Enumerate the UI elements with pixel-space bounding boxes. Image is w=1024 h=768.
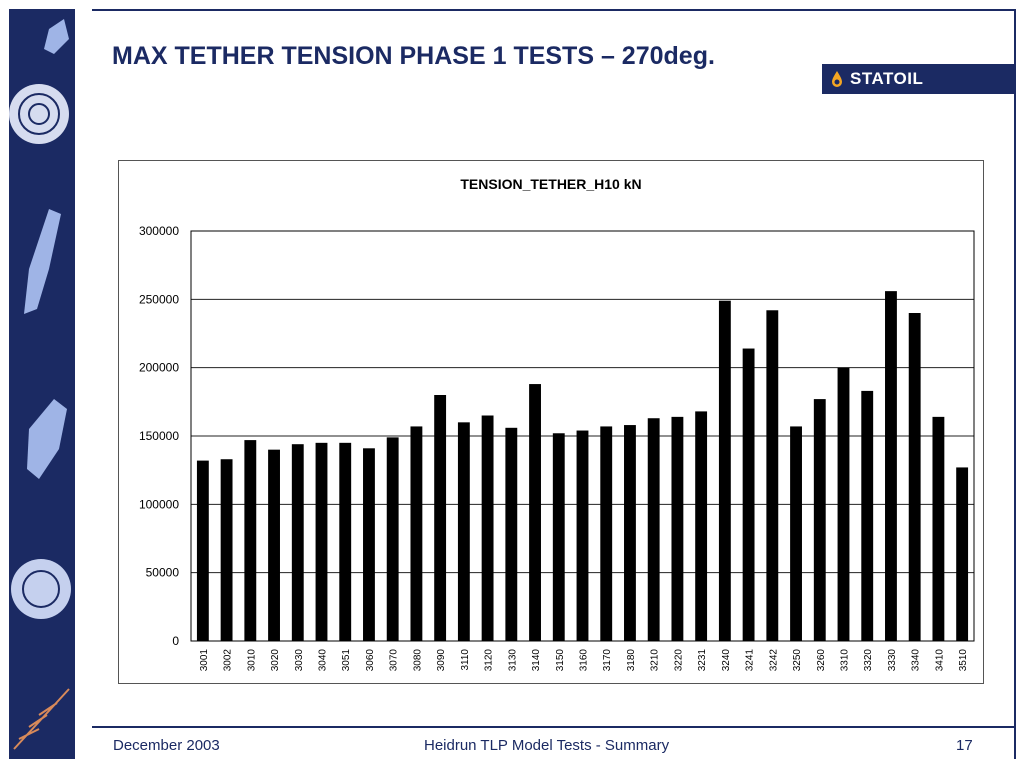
page-number: 17 <box>956 737 973 754</box>
x-tick-label: 3150 <box>555 649 566 672</box>
y-tick-label: 0 <box>172 634 179 648</box>
bar-3160 <box>576 430 589 641</box>
bar-3180 <box>624 425 636 641</box>
x-tick-label: 3130 <box>507 649 518 672</box>
chart-panel: TENSION_TETHER_H10 kN 0 50000 100000 150000… <box>118 160 984 684</box>
x-tick-label: 3080 <box>412 649 423 672</box>
x-tick-label: 3020 <box>270 649 281 672</box>
bar-3120 <box>481 415 494 641</box>
x-tick-label: 3051 <box>341 649 352 672</box>
statoil-logo: STATOIL <box>822 64 1014 94</box>
bar-3001 <box>196 460 209 641</box>
x-tick-label: 3240 <box>721 649 732 672</box>
bar-3002 <box>220 459 233 641</box>
page-title: MAX TETHER TENSION PHASE 1 TESTS – 270de… <box>112 42 715 70</box>
x-tick-label: 3140 <box>531 649 542 672</box>
bar-3210 <box>647 418 660 641</box>
bar-3330 <box>885 291 897 641</box>
x-tick-label: 3002 <box>223 649 234 672</box>
x-tick-label: 3110 <box>460 649 471 671</box>
logo-text: STATOIL <box>850 69 924 88</box>
x-tick-label: 3260 <box>816 649 827 672</box>
bar-3070 <box>386 437 399 641</box>
x-tick-label: 3120 <box>484 649 495 672</box>
x-tick-label: 3180 <box>626 649 637 672</box>
bar-3051 <box>339 442 352 641</box>
bar-3410 <box>932 416 945 641</box>
coastline-icon <box>24 209 61 314</box>
x-tick-label: 3220 <box>673 649 684 672</box>
x-tick-label: 3160 <box>579 649 590 672</box>
footer-title: Heidrun TLP Model Tests - Summary <box>424 737 670 754</box>
bar-3040 <box>315 442 328 641</box>
y-tick-label: 250000 <box>139 292 179 306</box>
x-tick-label: 3170 <box>602 649 613 672</box>
y-tick-label: 300000 <box>139 224 179 238</box>
x-tick-label: 3510 <box>958 649 969 672</box>
footer-date: December 2003 <box>113 737 220 754</box>
bar-3242 <box>766 310 779 641</box>
x-tick-label: 3210 <box>650 649 661 672</box>
x-tick-label: 3241 <box>745 649 756 672</box>
y-tick-label: 150000 <box>139 429 179 443</box>
decorative-sidebar <box>9 9 75 759</box>
bar-3090 <box>434 395 447 641</box>
bar-3310 <box>837 367 850 641</box>
bar-3170 <box>600 426 613 641</box>
flame-drop-icon <box>832 71 842 87</box>
x-tick-label: 3320 <box>863 649 874 672</box>
map-fragment-icon <box>44 19 69 54</box>
bar-3241 <box>742 348 755 641</box>
bars <box>196 291 969 641</box>
bar-3320 <box>861 390 874 641</box>
frame-top-line <box>92 9 1016 11</box>
y-tick-label: 100000 <box>139 497 179 511</box>
bar-3110 <box>457 422 470 641</box>
bar-3010 <box>244 440 257 641</box>
y-axis-ticks: 0 50000 100000 150000 200000 250000 300000 <box>139 224 179 648</box>
bar-3150 <box>552 433 565 641</box>
bar-3510 <box>956 467 969 641</box>
x-tick-label: 3310 <box>840 649 851 672</box>
ammonite-icon <box>9 84 69 144</box>
plot-area <box>190 230 975 642</box>
frame-right-line <box>1014 9 1016 759</box>
bar-3340 <box>908 313 921 641</box>
fern-icon <box>13 688 70 750</box>
bar-3030 <box>291 444 304 641</box>
x-tick-label: 3410 <box>934 649 945 672</box>
bar-3240 <box>718 300 731 641</box>
bar-3260 <box>813 399 826 641</box>
island-icon <box>27 399 67 479</box>
sidebar-artwork <box>9 19 71 750</box>
x-tick-label: 3330 <box>887 649 898 672</box>
bar-3020 <box>268 449 280 641</box>
chart-title: TENSION_TETHER_H10 kN <box>460 176 641 192</box>
x-tick-label: 3090 <box>436 649 447 672</box>
x-tick-label: 3250 <box>792 649 803 672</box>
bar-3060 <box>363 448 375 641</box>
x-tick-label: 3001 <box>199 649 210 672</box>
bar-3130 <box>505 427 518 641</box>
bar-3140 <box>529 384 541 641</box>
bar-3231 <box>695 411 708 641</box>
bar-chart: TENSION_TETHER_H10 kN 0 50000 100000 150000… <box>139 176 975 672</box>
y-tick-label: 200000 <box>139 361 179 375</box>
x-tick-label: 3040 <box>318 649 329 672</box>
bar-3080 <box>410 426 423 641</box>
x-tick-label: 3231 <box>697 649 708 672</box>
x-tick-label: 3242 <box>768 649 779 672</box>
x-tick-label: 3070 <box>389 649 400 672</box>
ammonite-icon-lower <box>11 559 71 619</box>
x-tick-label: 3030 <box>294 649 305 672</box>
x-tick-label: 3340 <box>911 649 922 672</box>
x-tick-label: 3060 <box>365 649 376 672</box>
bar-3250 <box>790 426 802 641</box>
bar-3220 <box>671 416 684 641</box>
frame-bottom-line <box>92 726 1016 728</box>
x-tick-label: 3010 <box>246 649 257 672</box>
y-tick-label: 50000 <box>146 566 180 580</box>
x-axis-ticks: 3001 3002 3010 3020 3030 3040 3051 3060 3070 3080… <box>199 649 969 672</box>
